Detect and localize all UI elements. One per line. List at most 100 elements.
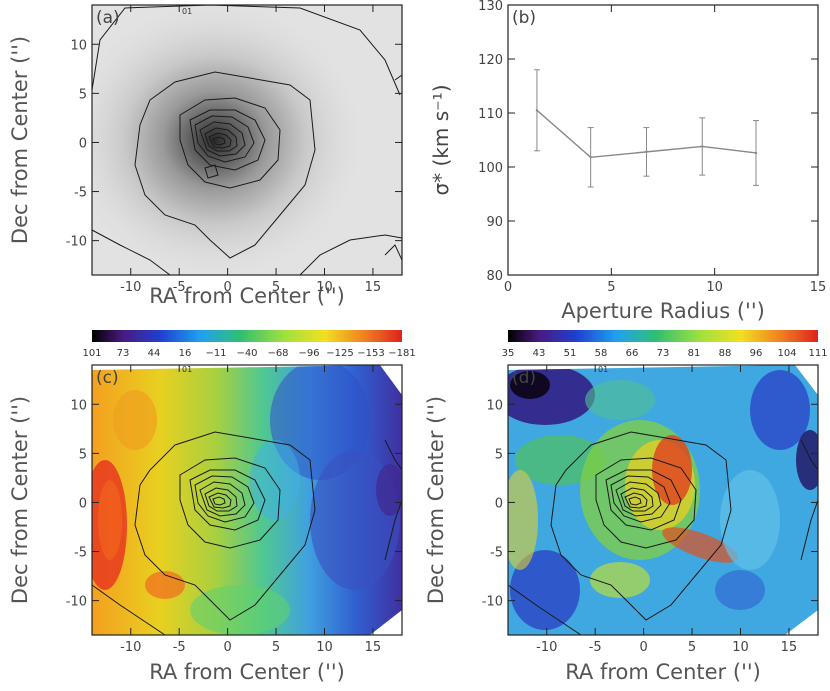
panel-d-colorbar-label: 66 bbox=[626, 348, 639, 359]
panel-d-colorbar-label: 81 bbox=[688, 348, 701, 359]
panel-a-xtick-label: 15 bbox=[365, 280, 382, 295]
panel-d-ylabel: Dec from Center ('') bbox=[424, 396, 448, 604]
panel-d-ytick-label: -10 bbox=[482, 595, 503, 610]
panel-a-yticks: -10 -5 0 5 10 bbox=[66, 38, 402, 250]
panel-b-xtick-label: 15 bbox=[810, 280, 827, 295]
panel-d-marker: 01 bbox=[598, 365, 608, 374]
panel-c-ytick-label: 0 bbox=[79, 496, 87, 511]
panel-c-frame bbox=[91, 364, 403, 636]
panel-a-ytick-label: 10 bbox=[70, 38, 87, 53]
panel-d-xtick-label: -5 bbox=[589, 640, 602, 655]
panel-c-colorbar-label: 101 bbox=[82, 348, 101, 359]
panel-c-colorbar-label: −96 bbox=[298, 348, 319, 359]
panel-c-colorbar-label: 73 bbox=[117, 348, 130, 359]
panel-c-colorbar-label: −40 bbox=[236, 348, 257, 359]
panel-c-colorbar bbox=[92, 330, 402, 342]
panel-c-xtick-label: 5 bbox=[272, 640, 280, 655]
panel-d-xtick-label: 15 bbox=[781, 640, 798, 655]
panel-b-xlabel: Aperture Radius ('') bbox=[561, 299, 765, 323]
panel-d-ytick-label: 0 bbox=[495, 496, 503, 511]
panel-b-ytick-label: 80 bbox=[486, 269, 503, 284]
panel-b-ylabel: σ* (km s⁻¹) bbox=[429, 84, 453, 195]
panel-c-ytick-label: 5 bbox=[79, 447, 87, 462]
panel-d-ytick-label: 5 bbox=[495, 447, 503, 462]
panel-c-xtick-label: 10 bbox=[316, 640, 333, 655]
panel-b-xtick-label: 0 bbox=[504, 280, 512, 295]
panel-c-colorbar-label: 44 bbox=[148, 348, 161, 359]
panel-c-contours bbox=[92, 431, 402, 635]
panel-d-colorbar-label: 43 bbox=[533, 348, 546, 359]
panel-c-xtick-label: 0 bbox=[223, 640, 231, 655]
panel-c-xtick-label: -10 bbox=[120, 640, 141, 655]
panel-a-ytick-label: 5 bbox=[79, 87, 87, 102]
panel-d-ytick-label: -5 bbox=[490, 546, 503, 561]
panel-d-colorbar-label: 58 bbox=[595, 348, 608, 359]
panel-a-xtick-label: 5 bbox=[272, 280, 280, 295]
panel-a-contours bbox=[92, 5, 402, 275]
sigma-point bbox=[535, 109, 539, 112]
panel-c-colorbar-label: −181 bbox=[388, 348, 415, 359]
panel-c-image bbox=[92, 365, 402, 635]
sigma-point bbox=[754, 151, 758, 155]
panel-a-ylabel: Dec from Center ('') bbox=[8, 36, 32, 244]
panel-d: 35 43 51 58 66 73 81 88 96 104 111 bbox=[424, 330, 828, 684]
panel-d-image bbox=[508, 365, 818, 635]
panel-a-frame bbox=[91, 4, 403, 276]
sigma-point bbox=[589, 156, 592, 159]
panel-c-colorbar-label: 16 bbox=[179, 348, 192, 359]
panel-b-yticks: 80 90 100 110 120 130 bbox=[478, 0, 818, 284]
panel-b-plot bbox=[533, 69, 759, 188]
panel-d-label: (d) bbox=[512, 368, 536, 388]
panel-c-colorbar-labels: 101 73 44 16 −11 −40 −68 −96 −125 −153 −181 bbox=[82, 348, 415, 359]
panel-c-colorbar-label: −11 bbox=[205, 348, 226, 359]
panel-a: (a) 01 -10 -5 0 5 10 15 -10 -5 0 5 10 RA from Cen… bbox=[8, 4, 403, 308]
panel-b-xticks: 0 5 10 15 bbox=[504, 5, 826, 295]
panel-a-xtick-label: -10 bbox=[120, 280, 141, 295]
panel-c-ytick-label: -5 bbox=[74, 546, 87, 561]
panel-c-colorbar-label: −68 bbox=[267, 348, 288, 359]
panel-b-xtick-label: 5 bbox=[607, 280, 615, 295]
panel-a-label: (a) bbox=[96, 8, 120, 28]
panel-b-label: (b) bbox=[512, 8, 536, 28]
panel-d-xticks: -10 -5 0 5 10 15 bbox=[536, 365, 797, 655]
panel-d-colorbar-labels: 35 43 51 58 66 73 81 88 96 104 111 bbox=[502, 348, 828, 359]
panel-d-colorbar-label: 51 bbox=[564, 348, 577, 359]
panel-d-frame bbox=[507, 364, 819, 636]
panel-c-xtick-label: -5 bbox=[173, 640, 186, 655]
panel-d-contours bbox=[508, 431, 818, 635]
panel-a-marker: 01 bbox=[182, 7, 192, 16]
panel-c-colorbar-label: −153 bbox=[357, 348, 384, 359]
panel-a-image bbox=[92, 5, 402, 275]
panel-d-ytick-label: 10 bbox=[486, 398, 503, 413]
panel-c-xticks: -10 -5 0 5 10 15 bbox=[120, 365, 381, 655]
panel-c-colorbar-label: −125 bbox=[326, 348, 353, 359]
panel-c-xtick-label: 15 bbox=[365, 640, 382, 655]
panel-a-xticks: -10 -5 0 5 10 15 bbox=[120, 5, 381, 295]
panel-d-xlabel: RA from Center ('') bbox=[565, 660, 761, 684]
panel-c-ylabel: Dec from Center ('') bbox=[8, 396, 32, 604]
panel-d-xtick-label: 10 bbox=[732, 640, 749, 655]
panel-a-xlabel: RA from Center ('') bbox=[149, 284, 345, 308]
panel-b-frame bbox=[507, 4, 819, 276]
panel-a-ytick-label: -10 bbox=[66, 235, 87, 250]
panel-c: 101 73 44 16 −11 −40 −68 −96 −125 −153 −181 bbox=[8, 330, 416, 684]
panel-b-ytick-label: 90 bbox=[486, 215, 503, 230]
panel-a-ytick-label: -5 bbox=[74, 186, 87, 201]
panel-c-label: (c) bbox=[96, 368, 119, 388]
panel-d-xtick-label: 0 bbox=[639, 640, 647, 655]
panel-b-ytick-label: 110 bbox=[478, 107, 503, 122]
panel-d-xtick-label: 5 bbox=[688, 640, 696, 655]
panel-d-colorbar bbox=[508, 330, 818, 342]
panel-d-xtick-label: -10 bbox=[536, 640, 557, 655]
panel-d-colorbar-label: 73 bbox=[657, 348, 670, 359]
panel-c-ytick-label: 10 bbox=[70, 398, 87, 413]
panel-b-ytick-label: 130 bbox=[478, 0, 503, 14]
panel-b-xtick-label: 10 bbox=[706, 280, 723, 295]
panel-d-colorbar-label: 35 bbox=[502, 348, 515, 359]
panel-b-ytick-label: 100 bbox=[478, 161, 503, 176]
panel-d-yticks: -10 -5 0 5 10 bbox=[482, 398, 818, 610]
panel-c-xlabel: RA from Center ('') bbox=[149, 660, 345, 684]
panel-b-ytick-label: 120 bbox=[478, 53, 503, 68]
panel-a-xtick-label: -5 bbox=[173, 280, 186, 295]
